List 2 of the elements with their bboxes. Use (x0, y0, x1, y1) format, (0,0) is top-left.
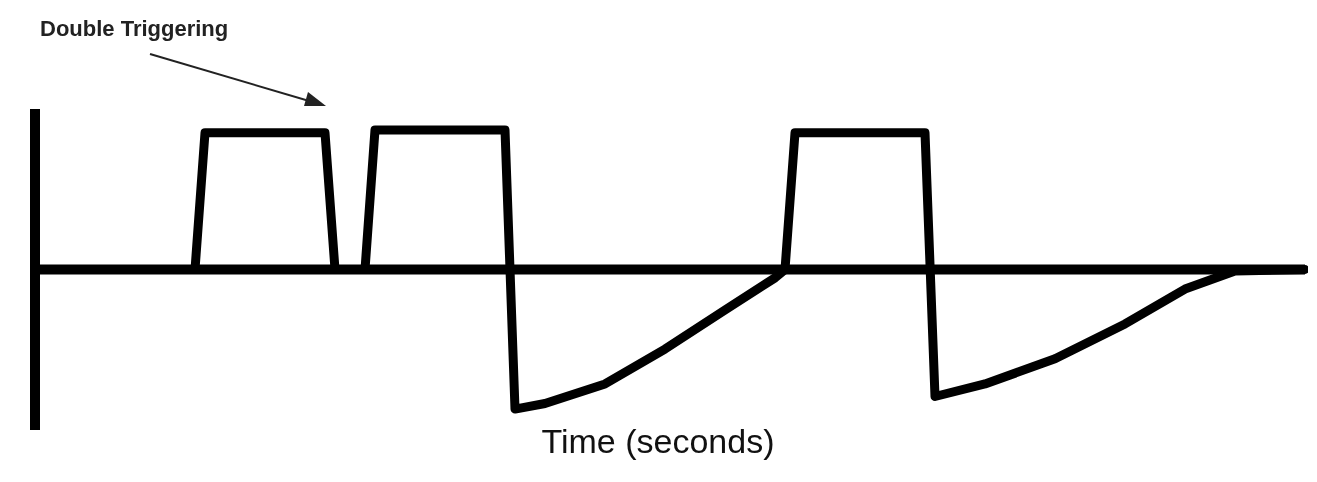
text: Double Triggering (40, 16, 229, 42)
x-axis-title: Time (seconds) (540, 422, 776, 461)
